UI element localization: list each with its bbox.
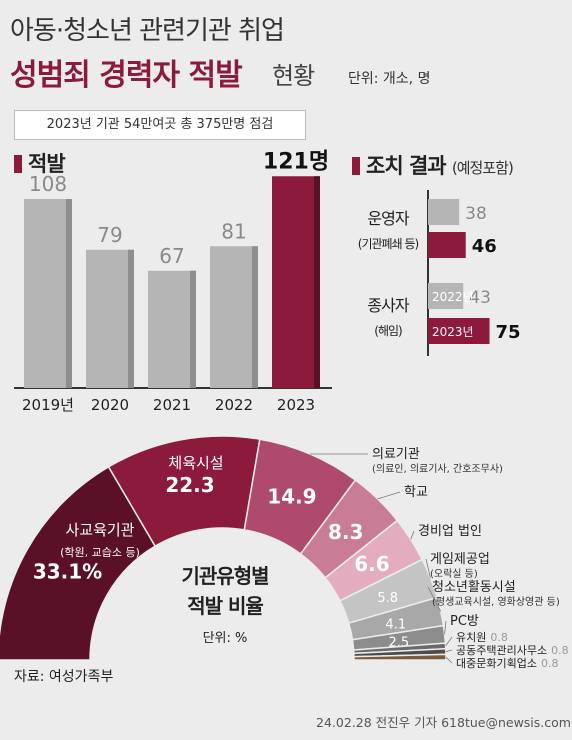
pie-leader-line-6 xyxy=(427,586,442,612)
pie-unit-label: 단위: % xyxy=(202,631,248,646)
pie-value-label-2: 14.9 xyxy=(267,484,316,508)
pie-value-label-4: 6.6 xyxy=(354,552,389,576)
pie-name-label-7: PC방 xyxy=(450,614,479,629)
bar-side-4 xyxy=(314,176,320,388)
employee-label: 종사자 xyxy=(367,296,409,315)
title-line-1: 아동·청소년 관련기관 취업 xyxy=(10,16,285,46)
pie-name-label-2: 의료기관 xyxy=(372,447,420,462)
operator-sublabel: (기관폐쇄 등) xyxy=(357,237,419,251)
bar-category-label-1: 2020 xyxy=(91,396,129,414)
pie-center-title-1: 기관유형별 xyxy=(181,564,270,588)
action-value-label-0-0: 38 xyxy=(465,204,487,224)
series-label-0: 2022년 xyxy=(432,290,474,304)
pie-leader-line-8 xyxy=(445,636,453,647)
pie-leader-line-4 xyxy=(410,530,415,540)
bar-charts: 1082019년792020672021812022121명2023384320… xyxy=(14,149,521,414)
pie-name-label-3: 학교 xyxy=(404,485,428,500)
bar-3 xyxy=(210,246,258,388)
title-line-2: 성범죄 경력자 적발 xyxy=(10,58,243,93)
pie-leader-line-5 xyxy=(425,558,431,579)
action-value-label-0-1: 43 xyxy=(469,288,491,308)
pie-leader-line-9 xyxy=(445,649,453,652)
pie-leader-line-7 xyxy=(444,620,447,635)
pie-value-label-6: 4.1 xyxy=(385,617,406,632)
action-value-label-1-0: 46 xyxy=(472,236,497,257)
pie-slice-10 xyxy=(353,653,447,661)
pie-leader-line-10 xyxy=(445,656,453,664)
pie-name-label-4: 경비업 법인 xyxy=(418,524,482,539)
pie-center-title-2: 적발 비율 xyxy=(187,594,264,618)
employee-sublabel: (해임) xyxy=(374,324,402,338)
detection-section-title: 적발 xyxy=(14,148,66,178)
bar-side-1 xyxy=(128,249,134,388)
bar-category-label-0: 2019년 xyxy=(22,396,74,414)
pie-value-label-0: 33.1% xyxy=(33,560,102,584)
bar-side-2 xyxy=(190,270,196,388)
pie-name-label-10: 대중문화기획업소 xyxy=(456,657,537,670)
bar-category-label-3: 2022 xyxy=(215,396,253,414)
source-label: 자료: 여성가족부 xyxy=(14,669,114,685)
pie-sublabel-6: (평생교육시설, 영화상영관 등) xyxy=(432,596,560,608)
bar-value-label-4: 121명 xyxy=(263,149,329,174)
action-value-label-1-1: 75 xyxy=(496,322,521,343)
detection-title-text: 적발 xyxy=(28,152,66,176)
bar-category-label-4: 2023 xyxy=(277,396,315,414)
credit-label: 24.02.28 전진우 기자 618tue@newsis.com xyxy=(316,715,571,730)
pie-sublabel-5: (오락실 등) xyxy=(430,568,478,580)
action-bar-1-1 xyxy=(428,318,490,344)
pie-value-label-5: 5.8 xyxy=(377,591,398,606)
bar-side-3 xyxy=(252,246,258,388)
pie-name-label-8: 유치원 xyxy=(456,631,486,644)
pie-value-label-3: 8.3 xyxy=(328,520,363,544)
bar-value-label-3: 81 xyxy=(221,219,246,243)
section-marker-icon xyxy=(352,157,360,175)
bar-4 xyxy=(272,176,320,388)
bar-value-label-1: 79 xyxy=(97,223,122,247)
pie-name-label-6: 청소년활동시설 xyxy=(432,580,516,595)
action-bar-1-0 xyxy=(428,232,466,258)
pie-sublabel-0: (학원, 교습소 등) xyxy=(60,546,140,559)
action-bar-0-0 xyxy=(428,199,460,225)
operator-label: 운영자 xyxy=(367,209,409,228)
bar-category-label-2: 2021 xyxy=(153,396,191,414)
pie-value-label-10: 0.8 xyxy=(541,657,559,670)
bar-2 xyxy=(148,270,196,388)
bar-0 xyxy=(24,199,72,388)
bar-value-label-0: 108 xyxy=(29,172,67,196)
bar-1 xyxy=(86,249,134,388)
pie-name-label-1: 체육시설 xyxy=(168,454,223,472)
pie-name-label-5: 게임제공업 xyxy=(430,552,490,567)
bar-side-0 xyxy=(66,199,72,388)
pie-name-label-0: 사교육기관 xyxy=(65,521,134,539)
inspection-note: 2023년 기관 54만여곳 총 375만명 점검 xyxy=(14,110,306,140)
action-section-title: 조치 결과 (예정포함) xyxy=(352,150,514,180)
pie-value-label-9: 0.8 xyxy=(551,644,569,657)
pie-name-label-9: 공동주택관리사무소 xyxy=(456,644,547,657)
action-title-text: 조치 결과 xyxy=(366,154,447,178)
action-subtitle: (예정포함) xyxy=(451,159,514,177)
section-marker-icon xyxy=(14,155,22,173)
series-label-1: 2023년 xyxy=(432,325,474,339)
unit-label: 단위: 개소, 명 xyxy=(348,71,431,87)
title-line-3: 현황 xyxy=(272,62,315,90)
pie-value-label-8: 0.8 xyxy=(490,631,508,644)
action-bar-0-1 xyxy=(428,283,464,309)
bar-value-label-2: 67 xyxy=(159,244,184,268)
pie-leader-line-3 xyxy=(377,491,401,500)
pie-value-label-1: 22.3 xyxy=(165,473,214,497)
pie-sublabel-2: (의료인, 의료기사, 간호조무사) xyxy=(372,463,503,475)
